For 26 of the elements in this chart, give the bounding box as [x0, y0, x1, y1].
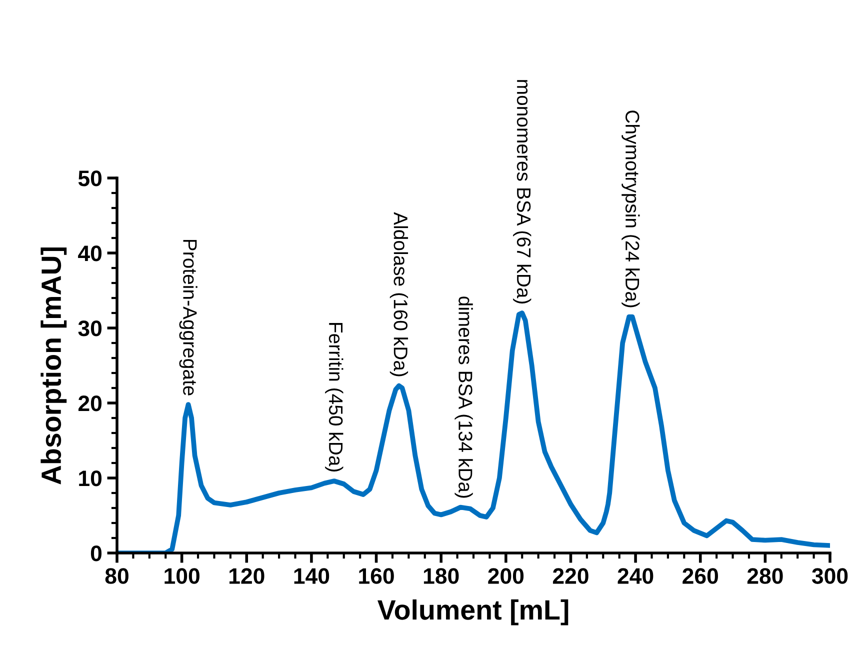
y-tick-label: 10 — [79, 470, 102, 486]
annotation: Aldolase (160 kDa) — [390, 212, 408, 376]
annotation: monomeres BSA (67 kDa) — [513, 80, 532, 304]
annotation: dimeres BSA (134 kDa) — [454, 296, 473, 498]
x-tick-label: 200 — [488, 568, 524, 584]
x-tick-label: 120 — [230, 568, 264, 584]
annotation: Protein-Aggregate — [179, 240, 198, 396]
x-tick-label: 100 — [164, 568, 200, 584]
x-tick-label: 260 — [682, 568, 718, 584]
y-tick-label: 20 — [78, 396, 102, 412]
x-axis-title: Volument [mL] — [378, 599, 568, 626]
y-tick-label: 0 — [90, 546, 102, 562]
x-tick-label: 300 — [812, 568, 848, 584]
x-tick-label: 240 — [618, 568, 654, 584]
annotation: Ferritin (450 kDa) — [325, 323, 344, 472]
y-tick-label: 30 — [78, 320, 102, 336]
x-tick-label: 180 — [424, 568, 459, 584]
y-axis-title: Absorption [mAU] — [40, 247, 67, 484]
x-tick-label: 140 — [294, 568, 330, 584]
y-tick-label: 50 — [78, 170, 102, 186]
x-tick-label: 280 — [747, 568, 783, 584]
annotation: Chymotrypsin (24 kDa) — [622, 110, 640, 308]
x-tick-label: 160 — [359, 568, 394, 584]
x-tick-label: 220 — [552, 568, 588, 584]
y-tick-label: 40 — [78, 246, 102, 262]
x-tick-label: 80 — [105, 568, 128, 584]
